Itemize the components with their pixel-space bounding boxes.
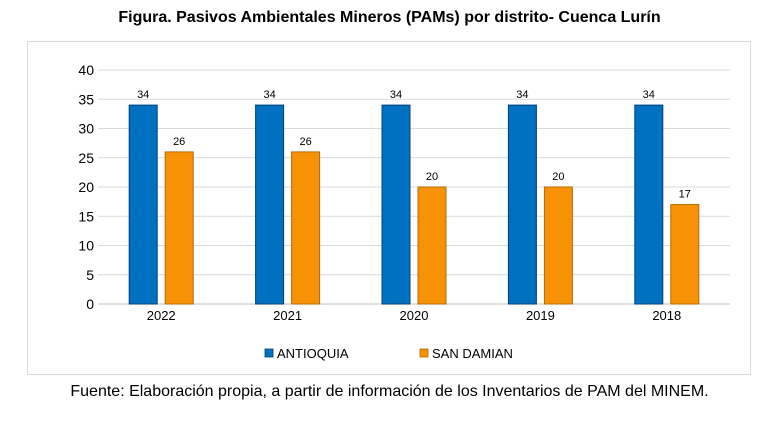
y-tick-label: 25 (78, 150, 94, 166)
data-label: 34 (390, 89, 402, 101)
legend-label: SAN DAMIAN (432, 346, 513, 361)
bar-san-damian (543, 186, 573, 305)
bar-san-damian (670, 204, 700, 305)
legend-swatch (264, 348, 274, 358)
chart-title: Figura. Pasivos Ambientales Mineros (PAM… (118, 9, 661, 26)
x-tick-label: 2022 (147, 308, 176, 323)
x-tick-label: 2018 (652, 308, 681, 323)
data-label: 26 (299, 136, 311, 148)
y-tick-label: 40 (78, 62, 94, 78)
data-label: 34 (643, 89, 655, 101)
data-label: 20 (552, 171, 564, 183)
bar-san-damian (164, 151, 194, 305)
y-tick-label: 10 (78, 238, 94, 254)
y-tick-label: 35 (78, 91, 94, 107)
y-tick-label: 20 (78, 179, 94, 195)
y-tick-label: 0 (86, 296, 94, 312)
data-label: 20 (426, 171, 438, 183)
legend-label: ANTIOQUIA (277, 346, 349, 361)
data-label: 26 (173, 136, 185, 148)
bar-san-damian (291, 151, 321, 305)
y-tick-label: 30 (78, 121, 94, 137)
bar-antioquia (507, 104, 537, 305)
source-note: Fuente: Elaboración propia, a partir de … (70, 383, 709, 400)
y-tick-label: 15 (78, 208, 94, 224)
bar-san-damian (417, 186, 447, 305)
bar-antioquia (634, 104, 664, 305)
y-tick-label: 5 (86, 267, 94, 283)
data-label: 34 (516, 89, 528, 101)
legend-swatch (419, 348, 429, 358)
chart-frame (27, 41, 751, 375)
bar-antioquia (255, 104, 285, 305)
x-tick-label: 2020 (400, 308, 429, 323)
data-label: 34 (263, 89, 275, 101)
x-tick-label: 2021 (273, 308, 302, 323)
bar-antioquia (128, 104, 158, 305)
data-label: 17 (679, 189, 691, 201)
data-label: 34 (137, 89, 149, 101)
bar-antioquia (381, 104, 411, 305)
x-tick-label: 2019 (526, 308, 555, 323)
